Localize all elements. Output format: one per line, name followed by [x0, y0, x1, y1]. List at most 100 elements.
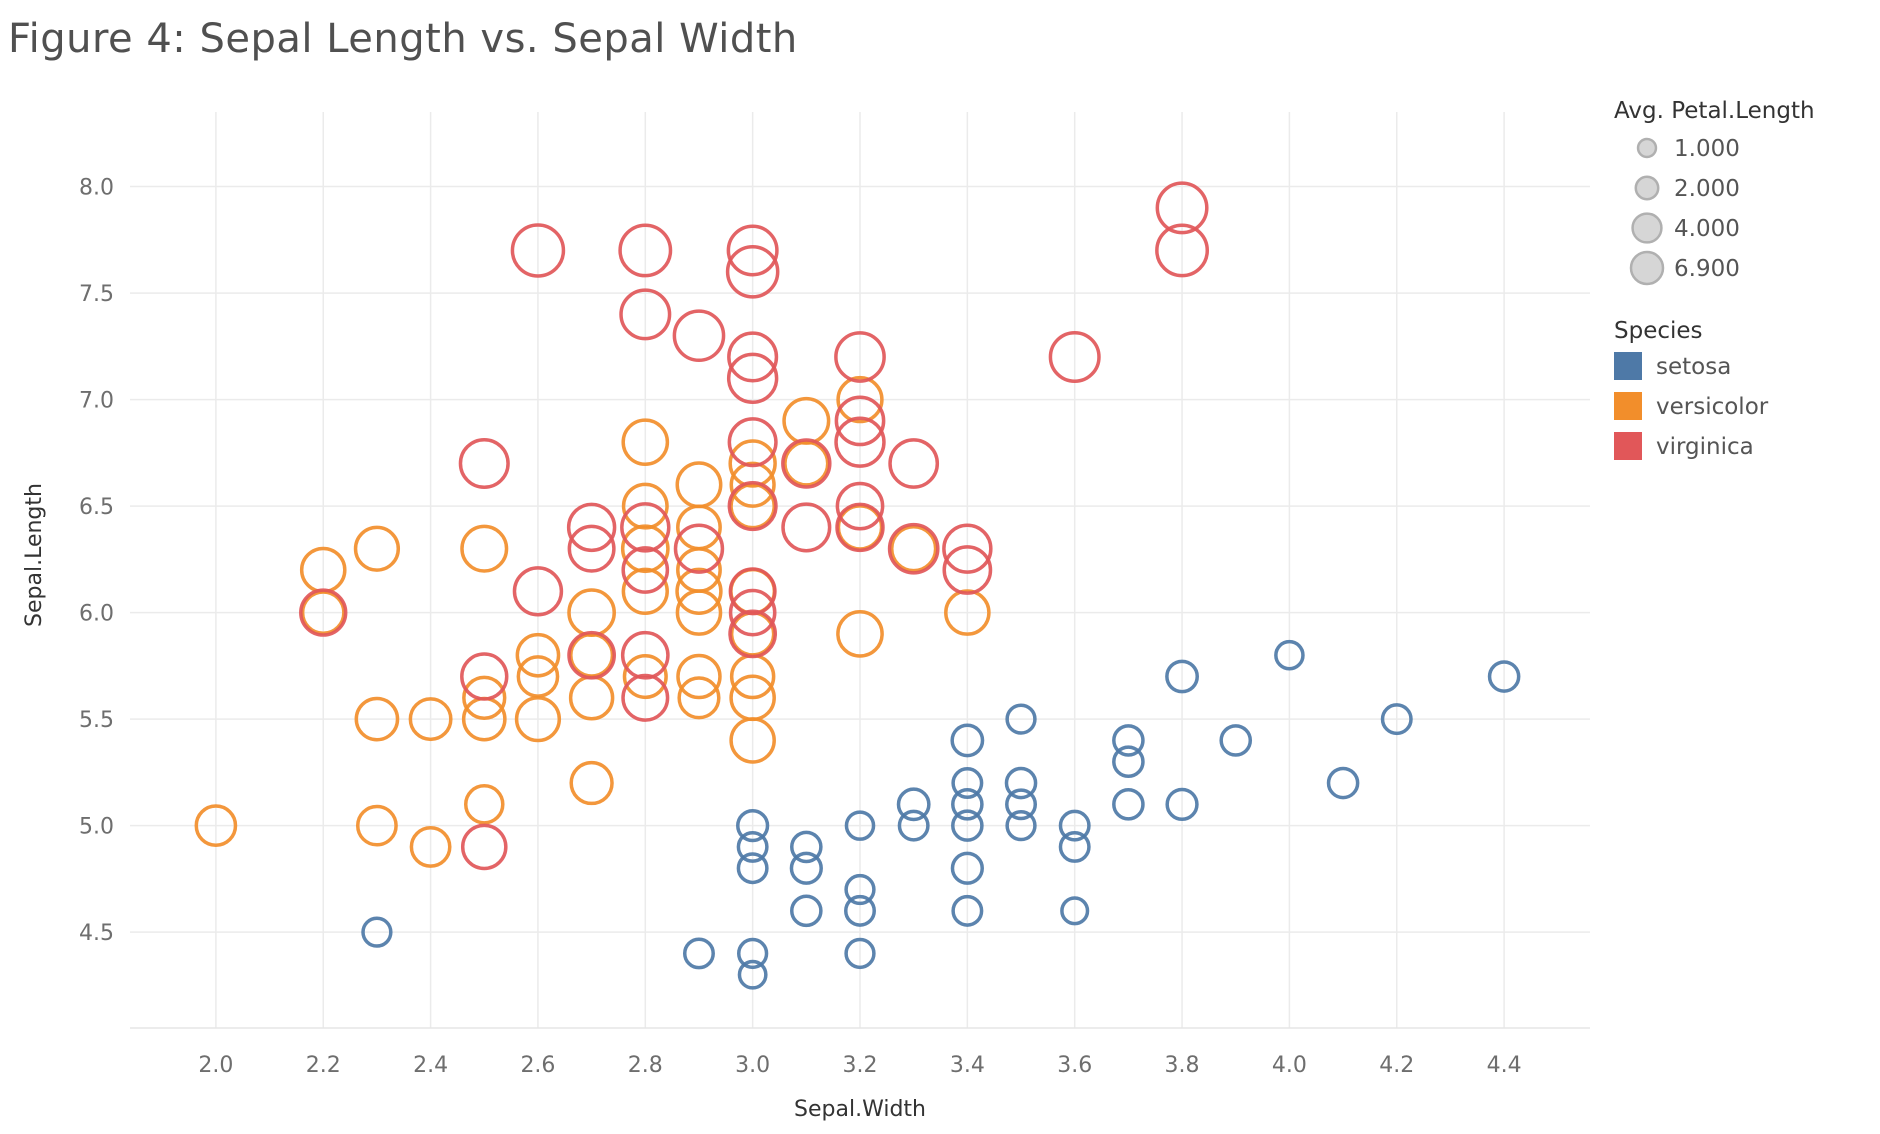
versicolor-point[interactable] — [782, 396, 831, 445]
legend-swatch-versicolor[interactable] — [1614, 392, 1642, 420]
versicolor-point[interactable] — [622, 653, 668, 700]
setosa-point[interactable] — [951, 809, 984, 842]
virginica-point[interactable] — [942, 545, 993, 595]
versicolor-point[interactable] — [300, 590, 346, 635]
virginica-point[interactable] — [1048, 330, 1101, 384]
versicolor-point[interactable] — [621, 567, 669, 615]
setosa-point[interactable] — [1274, 639, 1305, 671]
setosa-point[interactable] — [844, 873, 876, 906]
setosa-point[interactable] — [736, 937, 769, 970]
virginica-point[interactable] — [299, 588, 348, 637]
setosa-point[interactable] — [950, 851, 984, 885]
versicolor-point[interactable] — [836, 375, 884, 424]
virginica-point[interactable] — [460, 823, 508, 871]
setosa-point[interactable] — [1326, 766, 1360, 800]
setosa-point[interactable] — [1219, 724, 1253, 757]
versicolor-point[interactable] — [675, 461, 723, 509]
virginica-point[interactable] — [728, 609, 778, 659]
versicolor-point[interactable] — [729, 461, 776, 508]
virginica-point[interactable] — [673, 523, 725, 574]
versicolor-point[interactable] — [729, 717, 776, 764]
versicolor-point[interactable] — [409, 826, 452, 868]
setosa-point[interactable] — [1112, 724, 1145, 757]
setosa-point[interactable] — [736, 809, 770, 843]
setosa-point[interactable] — [1005, 809, 1037, 842]
virginica-point[interactable] — [887, 522, 940, 575]
versicolor-point[interactable] — [355, 804, 398, 847]
setosa-point[interactable] — [736, 852, 769, 885]
virginica-point[interactable] — [567, 630, 616, 680]
virginica-point[interactable] — [835, 502, 885, 553]
virginica-point[interactable] — [620, 502, 671, 553]
versicolor-point[interactable] — [783, 440, 830, 487]
setosa-point[interactable] — [1005, 703, 1037, 735]
virginica-point[interactable] — [566, 502, 617, 553]
setosa-point[interactable] — [736, 830, 769, 863]
virginica-point[interactable] — [620, 630, 670, 680]
versicolor-point[interactable] — [463, 784, 505, 825]
setosa-point[interactable] — [951, 767, 984, 800]
versicolor-point[interactable] — [675, 589, 723, 636]
virginica-point[interactable] — [834, 416, 886, 468]
versicolor-point[interactable] — [944, 589, 991, 636]
versicolor-point[interactable] — [677, 676, 721, 720]
setosa-point[interactable] — [361, 916, 393, 948]
versicolor-point[interactable] — [676, 653, 722, 700]
versicolor-point[interactable] — [460, 524, 509, 573]
versicolor-point[interactable] — [890, 525, 938, 573]
virginica-point[interactable] — [567, 524, 616, 573]
versicolor-point[interactable] — [836, 610, 884, 658]
legend-swatch-setosa[interactable] — [1614, 352, 1642, 380]
versicolor-point[interactable] — [353, 525, 401, 572]
versicolor-point[interactable] — [620, 524, 670, 574]
setosa-point[interactable] — [1165, 787, 1199, 821]
legend-label-versicolor[interactable]: versicolor — [1656, 394, 1769, 420]
virginica-point[interactable] — [619, 288, 672, 341]
versicolor-point[interactable] — [462, 675, 507, 720]
setosa-point[interactable] — [950, 723, 985, 758]
virginica-point[interactable] — [1155, 223, 1210, 278]
setosa-point[interactable] — [844, 937, 876, 970]
virginica-point[interactable] — [512, 566, 564, 617]
setosa-point[interactable] — [1112, 788, 1145, 821]
setosa-point[interactable] — [789, 851, 823, 885]
versicolor-point[interactable] — [569, 632, 615, 678]
virginica-point[interactable] — [621, 673, 670, 722]
virginica-point[interactable] — [672, 309, 726, 363]
virginica-point[interactable] — [618, 223, 673, 278]
setosa-point[interactable] — [897, 809, 930, 842]
setosa-point[interactable] — [682, 937, 715, 970]
setosa-point[interactable] — [790, 830, 823, 864]
setosa-point[interactable] — [1058, 830, 1091, 863]
virginica-point[interactable] — [621, 546, 670, 594]
legend-label-setosa[interactable]: setosa — [1656, 354, 1731, 380]
legend-swatch-virginica[interactable] — [1614, 432, 1642, 460]
virginica-point[interactable] — [728, 567, 777, 616]
virginica-point[interactable] — [727, 417, 778, 468]
setosa-point[interactable] — [951, 894, 984, 927]
virginica-point[interactable] — [834, 331, 886, 383]
versicolor-point[interactable] — [676, 504, 722, 551]
setosa-point[interactable] — [844, 810, 876, 841]
setosa-point[interactable] — [1058, 809, 1091, 842]
virginica-point[interactable] — [942, 523, 993, 574]
setosa-point[interactable] — [1004, 766, 1038, 800]
virginica-point[interactable] — [835, 481, 885, 531]
setosa-point[interactable] — [737, 959, 768, 990]
setosa-point[interactable] — [1165, 659, 1199, 694]
versicolor-point[interactable] — [514, 695, 562, 743]
virginica-point[interactable] — [726, 224, 779, 277]
setosa-point[interactable] — [951, 788, 984, 821]
setosa-point[interactable] — [1005, 788, 1038, 821]
virginica-point[interactable] — [727, 331, 779, 383]
virginica-point[interactable] — [888, 438, 940, 489]
setosa-point[interactable] — [1487, 660, 1521, 693]
versicolor-point[interactable] — [621, 418, 670, 467]
virginica-point[interactable] — [1155, 181, 1209, 235]
setosa-point[interactable] — [1380, 703, 1413, 736]
virginica-point[interactable] — [781, 502, 832, 553]
virginica-point[interactable] — [510, 223, 566, 278]
versicolor-point[interactable] — [621, 482, 669, 530]
setosa-point[interactable] — [1112, 745, 1145, 779]
virginica-point[interactable] — [834, 395, 886, 447]
